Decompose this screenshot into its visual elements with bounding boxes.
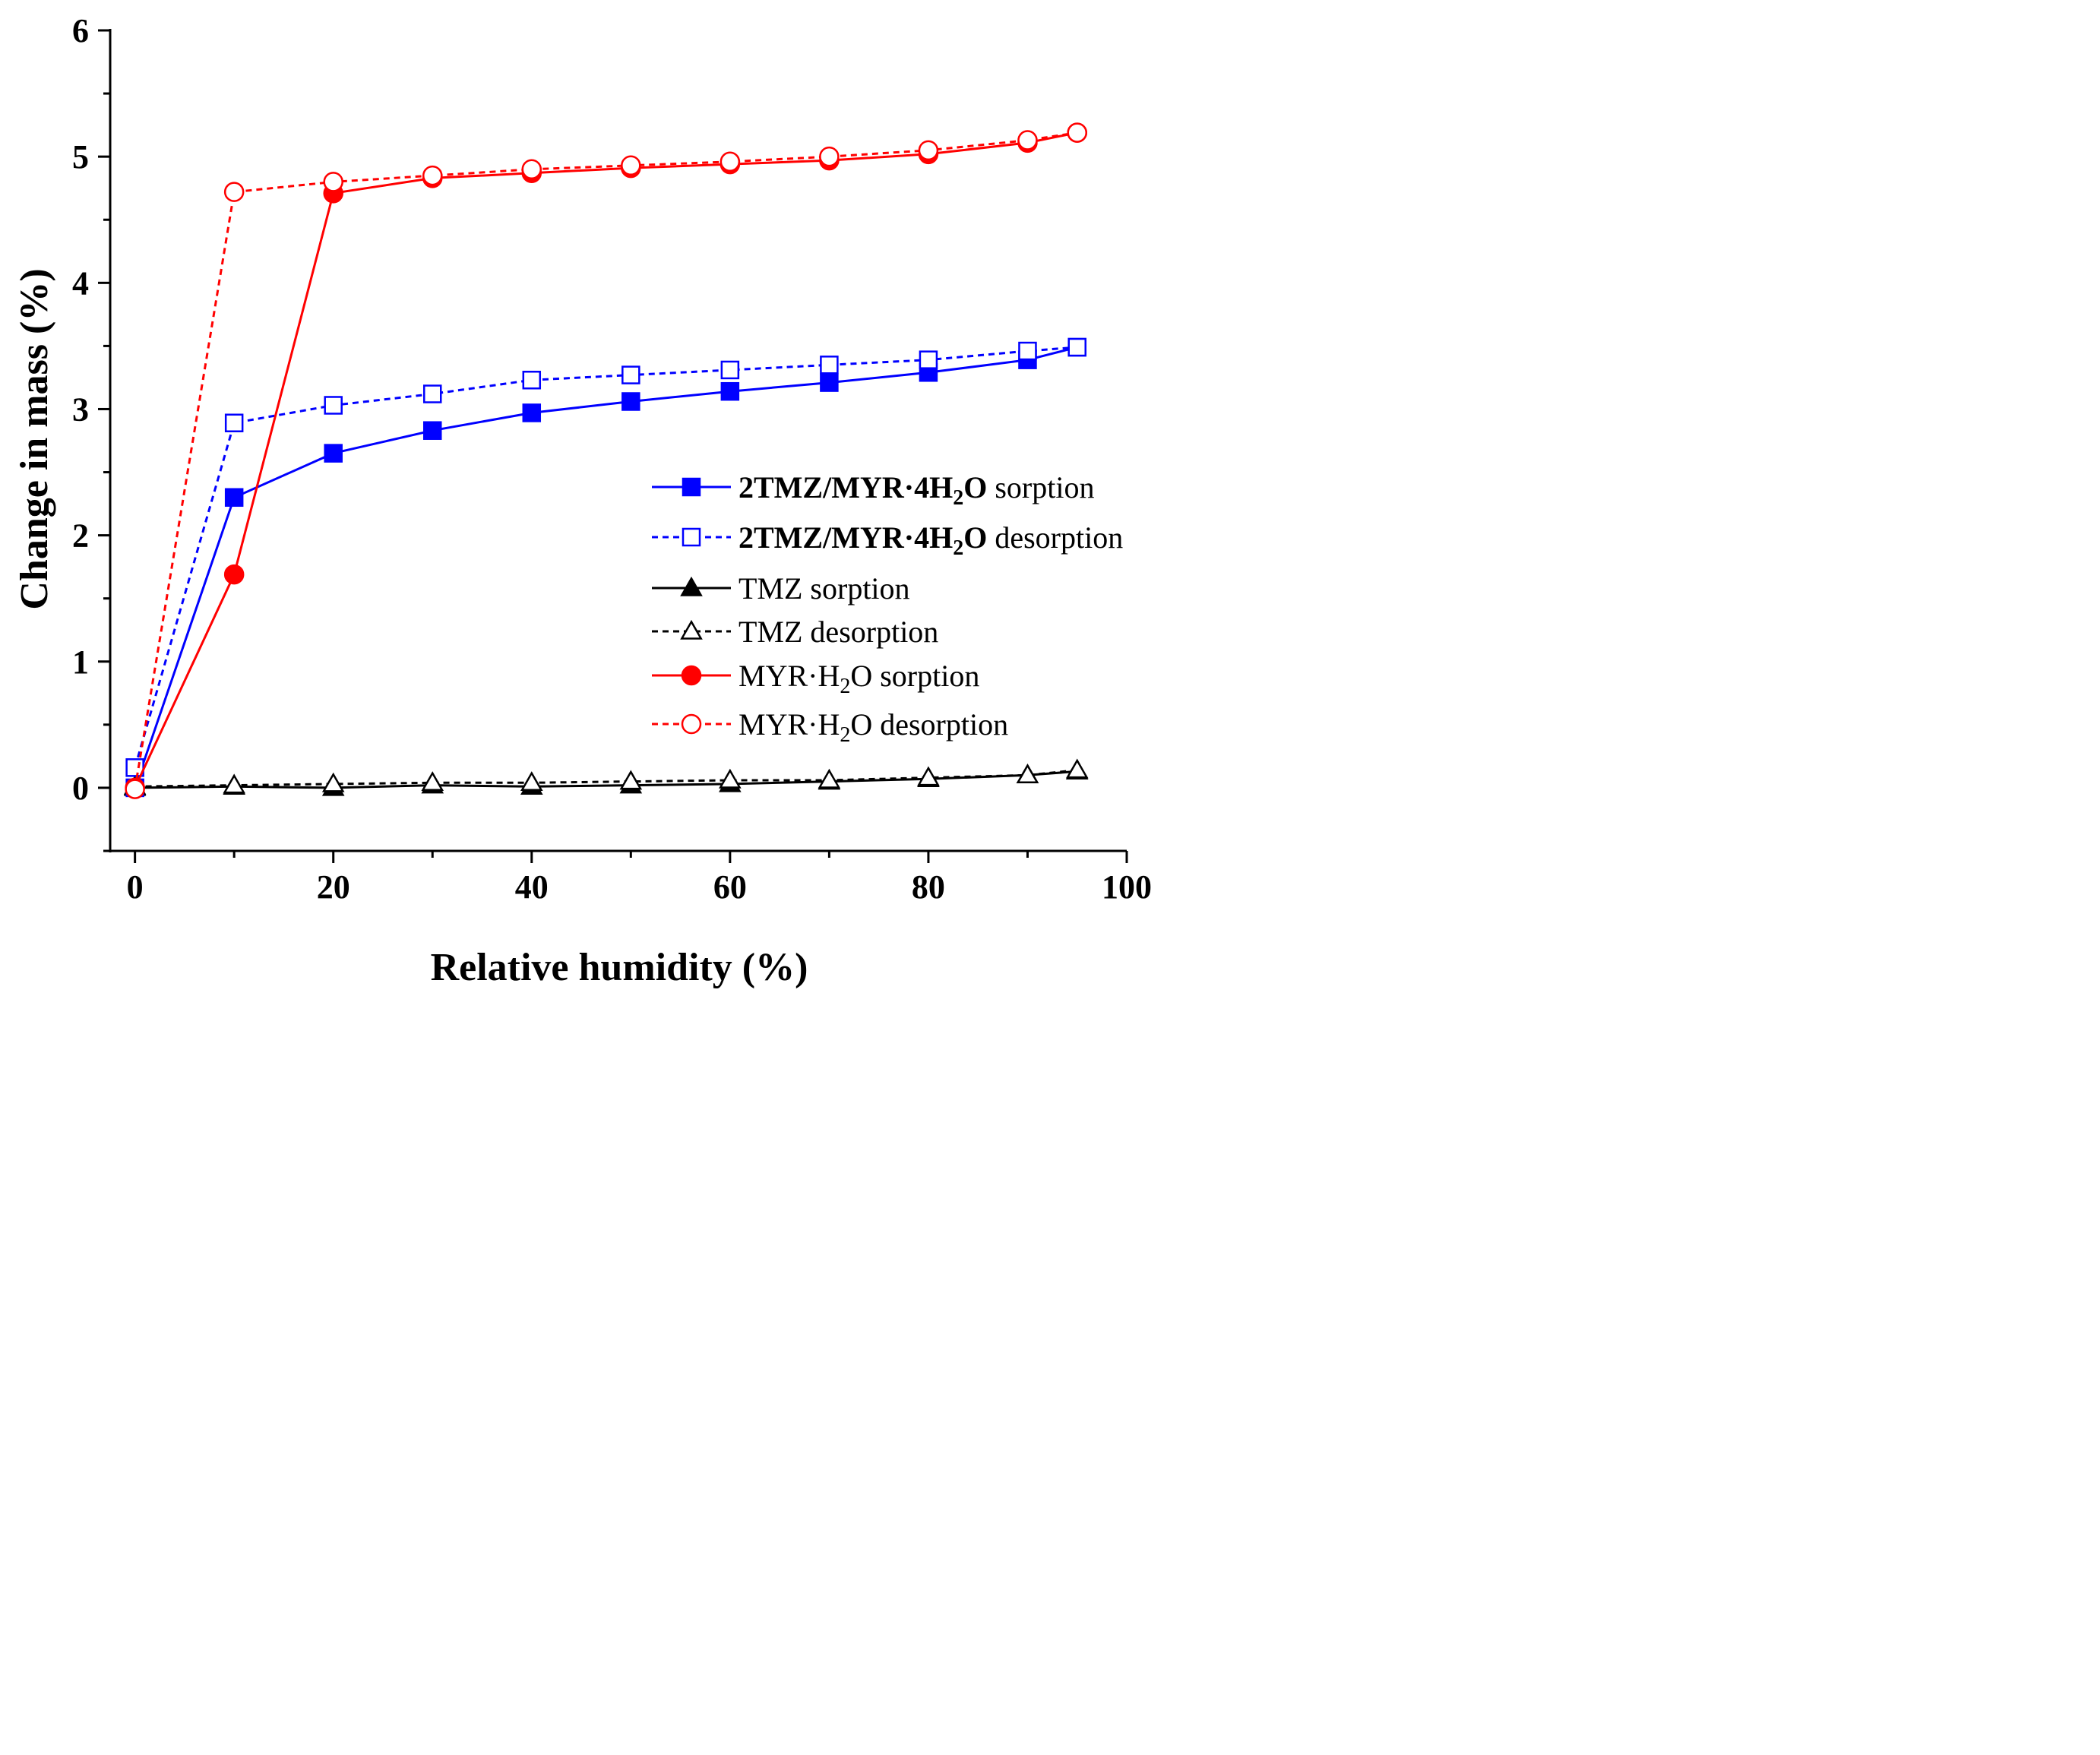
series-tmz-sorption [123, 760, 1089, 796]
data-point [621, 365, 640, 384]
series-tmz-desorption [123, 758, 1089, 795]
legend-label: MYR·H2O desorption [738, 707, 1008, 747]
legend-item: 2TMZ/MYR·4H2O sorption [652, 470, 1094, 510]
data-point [224, 488, 244, 508]
legend-text-part: TMZ sorption [738, 571, 910, 606]
legend-text-part: MYR·H [738, 659, 840, 693]
legend-marker [680, 576, 703, 596]
y-tick-label: 4 [72, 264, 89, 302]
data-point [324, 396, 343, 415]
legend-label: TMZ desorption [738, 615, 938, 649]
x-tick-label: 100 [1102, 868, 1152, 906]
legend-text-part: 2 [953, 486, 963, 510]
data-point [223, 773, 245, 794]
data-point [918, 140, 939, 161]
data-point [720, 360, 740, 380]
data-point [521, 159, 542, 180]
data-point [522, 370, 542, 390]
legend-text-part: sorption [987, 470, 1094, 504]
legend-text-part: O desorption [850, 707, 1008, 742]
x-tick-label: 40 [515, 868, 549, 906]
legend-item: 2TMZ/MYR·4H2O desorption [652, 520, 1123, 560]
legend-marker [681, 665, 702, 686]
series-myr-h2o-desorption [125, 122, 1087, 799]
legend-text-part: 2TMZ/MYR·4H [738, 520, 953, 555]
legend-marker [681, 713, 702, 735]
series-myr-h2o-sorption [125, 122, 1087, 798]
data-point [1016, 764, 1039, 784]
series-layer [123, 122, 1089, 799]
y-tick-label: 6 [72, 12, 89, 49]
legend-text-part: O [963, 520, 987, 555]
legend-label: MYR·H2O sorption [738, 659, 979, 698]
legend-marker [680, 619, 703, 640]
legend-text-part: 2 [953, 536, 963, 560]
legend-text-part: desorption [987, 520, 1123, 555]
legend-item: MYR·H2O sorption [652, 659, 979, 698]
x-tick-label: 20 [317, 868, 350, 906]
data-point [1067, 337, 1086, 357]
y-axis-title: Change in mass (%) [13, 268, 56, 609]
data-point [223, 182, 245, 202]
y-tick-label: 1 [72, 644, 89, 681]
data-point [719, 768, 742, 789]
x-tick-label: 0 [127, 868, 144, 906]
legend-text-part: O [963, 470, 987, 504]
data-point [321, 772, 345, 792]
y-tick-label: 5 [72, 138, 89, 176]
data-point [520, 771, 543, 792]
data-point [720, 381, 740, 401]
x-tick-label: 80 [912, 868, 945, 906]
x-axis-title: Relative humidity (%) [431, 946, 808, 989]
legend-item: TMZ sorption [652, 571, 910, 606]
data-point [820, 356, 839, 375]
data-point [223, 564, 245, 585]
data-point [1018, 341, 1037, 361]
series-line [134, 769, 1077, 788]
data-point [323, 172, 343, 192]
data-point [621, 155, 641, 176]
legend-text-part: 2 [840, 723, 850, 747]
data-point [422, 165, 443, 186]
legend-marker [682, 527, 701, 547]
data-point [421, 771, 444, 792]
legend-text-part: MYR·H [738, 707, 840, 742]
data-point [820, 373, 839, 392]
data-point [819, 146, 840, 167]
data-point [720, 151, 741, 172]
data-point [422, 384, 442, 403]
data-point [919, 350, 938, 369]
data-point [621, 392, 640, 411]
y-tick-label: 2 [72, 517, 89, 555]
legend-label: 2TMZ/MYR·4H2O sorption [738, 470, 1094, 510]
data-point [1017, 130, 1038, 150]
data-point [324, 444, 343, 463]
legend-text-part: 2TMZ/MYR·4H [738, 470, 953, 504]
legend-item: MYR·H2O desorption [652, 707, 1008, 747]
legend-label: 2TMZ/MYR·4H2O desorption [738, 520, 1123, 560]
series-2tmz-myr-4h2o-desorption [125, 337, 1086, 777]
legend-text-part: TMZ desorption [738, 615, 938, 649]
legend-text-part: O sorption [850, 659, 979, 693]
data-point [422, 421, 442, 440]
data-point [224, 413, 244, 432]
data-point [619, 770, 643, 790]
x-tick-label: 60 [713, 868, 747, 906]
legend-item: TMZ desorption [652, 615, 938, 649]
legend-text-part: 2 [840, 675, 850, 698]
y-tick-label: 3 [72, 391, 89, 428]
data-point [1065, 758, 1089, 779]
data-point [125, 779, 145, 799]
data-point [522, 403, 542, 422]
data-point [1067, 122, 1087, 143]
y-tick-label: 0 [72, 770, 89, 807]
data-point [917, 766, 940, 786]
legend-marker [682, 477, 701, 497]
data-point [818, 768, 841, 789]
legend-label: TMZ sorption [738, 571, 910, 606]
